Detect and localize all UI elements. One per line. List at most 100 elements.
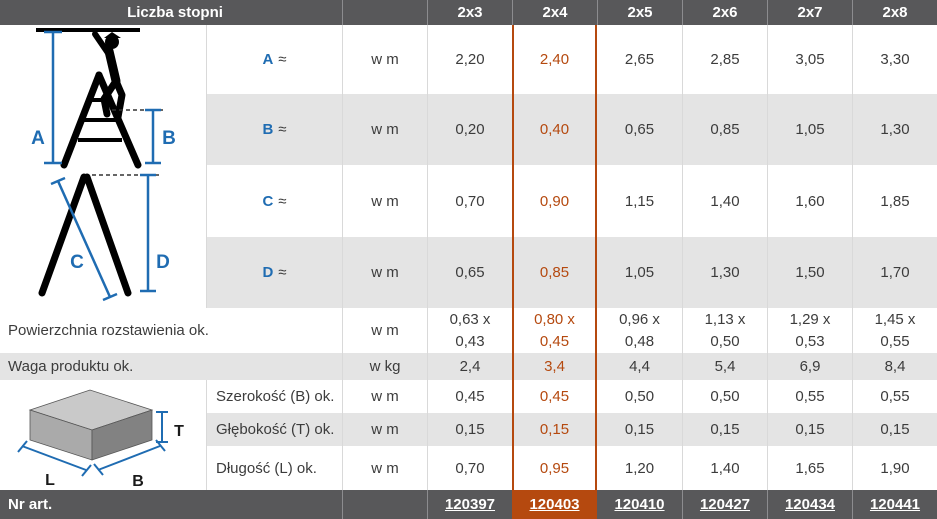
value-cell: 1,60	[767, 165, 852, 237]
value-cell: 0,15	[682, 413, 767, 446]
value-cell: 1,30	[682, 237, 767, 308]
value-cell: 1,70	[852, 237, 937, 308]
value-cell: 0,70	[427, 446, 512, 490]
art-number-cell: 120427	[682, 490, 767, 519]
value-line: 0,45	[539, 332, 570, 350]
unit-cell: w m	[342, 165, 427, 237]
value-cell: 1,85	[852, 165, 937, 237]
unit-cell: w kg	[342, 353, 427, 380]
art-number-link[interactable]: 120441	[869, 496, 921, 513]
value-cell: 3,05	[767, 25, 852, 94]
value-cell: 1,65	[767, 446, 852, 490]
table-header-unit-spacer	[342, 0, 427, 25]
value-line: 0,53	[795, 332, 825, 350]
value-cell: 2,40	[512, 25, 597, 94]
dimension-line-c	[50, 176, 118, 302]
unit-cell: w m	[342, 94, 427, 165]
unit-cell: w m	[342, 308, 427, 353]
value-line: 0,48	[624, 332, 655, 350]
ladder-diagram-svg: A B C	[31, 28, 176, 302]
value-cell: 5,4	[682, 353, 767, 380]
value-cell: 1,90	[852, 446, 937, 490]
row-label-a: A ≈	[206, 25, 342, 94]
art-number-cell: 120434	[767, 490, 852, 519]
approx-sign: ≈	[278, 121, 287, 138]
art-number-link[interactable]: 120403	[529, 496, 580, 513]
unit-cell: w m	[342, 237, 427, 308]
value-cell: 0,70	[427, 165, 512, 237]
approx-sign: ≈	[278, 51, 287, 68]
value-cell: 0,50	[624, 388, 655, 405]
row-label-d: D ≈	[206, 237, 342, 308]
dim-label-b: B	[162, 128, 176, 149]
row-label-full: Waga produktu ok.	[0, 353, 342, 380]
box-dim-label-t: T	[174, 423, 184, 440]
value-cell: 0,80 x 0,45	[512, 308, 597, 353]
unit-cell: w m	[342, 413, 427, 446]
value-cell: 1,29 x 0,53	[767, 308, 852, 353]
unit-cell: w m	[342, 25, 427, 94]
value-cell: 1,45 x 0,55	[852, 308, 937, 353]
value-cell: 0,95	[512, 446, 597, 490]
dimension-letter: A	[262, 51, 274, 68]
value-cell: 1,40	[682, 165, 767, 237]
value-line: 0,50	[710, 332, 740, 350]
value-cell: 1,05	[767, 94, 852, 165]
value-line: 0,63 x	[449, 310, 491, 328]
column-header-2x5: 2x5	[597, 0, 682, 25]
dimension-line-l	[17, 440, 92, 477]
approx-sign: ≈	[278, 192, 287, 210]
row-label-package: Długość (L) ok.	[206, 446, 342, 490]
dim-label-d: D	[156, 252, 170, 273]
row-label-full: Powierzchnia rozstawienia ok.	[8, 322, 209, 339]
value-cell: 0,40	[512, 94, 597, 165]
value-cell: 0,15	[852, 413, 937, 446]
value-cell: 0,63 x 0,43	[427, 308, 512, 353]
value-line: 0,96 x	[619, 310, 660, 328]
package-box-diagram-image: T L B	[0, 380, 206, 490]
value-cell: 2,4	[427, 353, 512, 380]
row-label-b: B ≈	[206, 94, 342, 165]
value-line: 0,55	[880, 332, 910, 350]
dim-label-c: C	[70, 252, 84, 273]
value-cell: 0,65	[427, 237, 512, 308]
value-cell: 3,30	[852, 25, 937, 94]
dimension-line-b	[145, 108, 161, 165]
column-header-2x4: 2x4	[512, 0, 597, 25]
value-cell: 0,15	[512, 413, 597, 446]
value-cell: 8,4	[852, 353, 937, 380]
value-line: 0,80 x	[534, 310, 575, 328]
art-number-cell: 120410	[597, 490, 682, 519]
art-number-link[interactable]: 120410	[614, 496, 665, 513]
box-dim-label-l: L	[45, 472, 55, 489]
value-cell: 0,90	[512, 165, 597, 237]
value-cell: 6,9	[767, 353, 852, 380]
row-label-c: C ≈	[206, 165, 342, 237]
row-label-package: Głębokość (T) ok.	[206, 413, 342, 446]
value-cell: 0,85	[682, 94, 767, 165]
art-number-cell: 120397	[427, 490, 512, 519]
value-cell: 0,15	[767, 413, 852, 446]
dimension-line-a	[44, 30, 62, 165]
column-header-2x3: 2x3	[427, 0, 512, 25]
table-header-label: Liczba stopni	[0, 0, 342, 25]
dimension-line-d	[140, 173, 156, 293]
art-number-cell: 120441	[852, 490, 937, 519]
value-cell: 0,20	[427, 94, 512, 165]
value-cell: 2,85	[682, 25, 767, 94]
footer-unit-spacer	[342, 490, 427, 519]
value-cell: 1,13 x 0,50	[682, 308, 767, 353]
art-number-link[interactable]: 120434	[784, 496, 836, 513]
value-cell: 0,65	[597, 94, 682, 165]
value-cell: 4,4	[597, 353, 682, 380]
art-number-link[interactable]: 120427	[699, 496, 751, 513]
value-cell: 0,55	[852, 380, 937, 413]
art-number-link[interactable]: 120397	[444, 496, 496, 513]
value-cell: 0,96 x 0,48	[597, 308, 682, 353]
column-header-2x7: 2x7	[767, 0, 852, 25]
box-dim-label-b: B	[132, 473, 144, 490]
value-cell: 0,85	[512, 237, 597, 308]
value-cell: 1,05	[597, 237, 682, 308]
value-cell: 0,15	[597, 413, 682, 446]
